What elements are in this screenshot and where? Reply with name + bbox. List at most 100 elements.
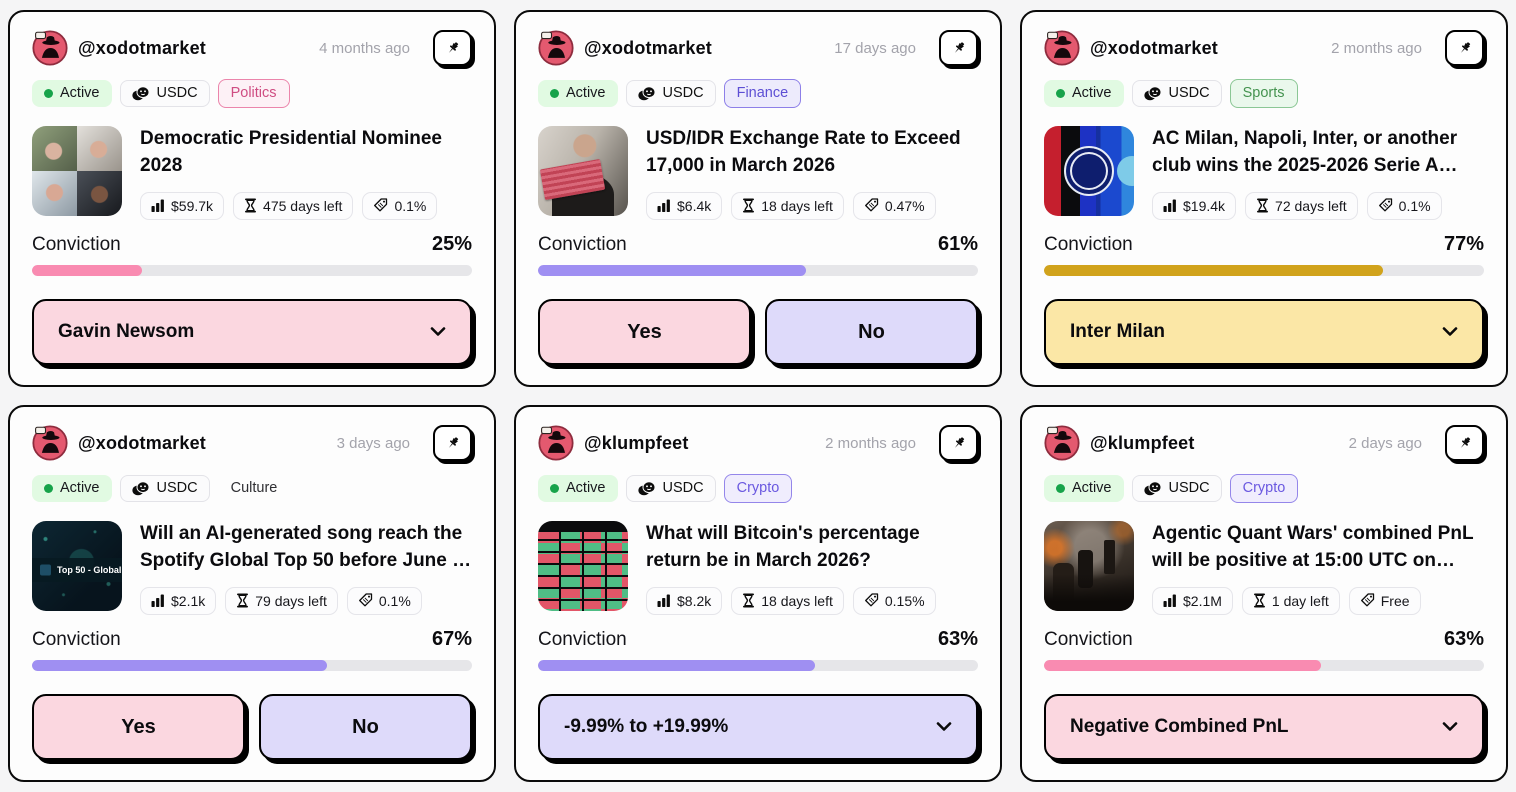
- avatar[interactable]: [538, 30, 574, 66]
- no-button[interactable]: No: [259, 694, 472, 760]
- card-header: @xodotmarket 4 months ago: [32, 30, 472, 66]
- no-button[interactable]: No: [765, 299, 978, 365]
- time-left-chip: 72 days left: [1245, 191, 1358, 220]
- avatar[interactable]: [1044, 30, 1080, 66]
- badge-row: Active USDC Finance: [538, 79, 978, 109]
- status-badge: Active: [1044, 80, 1124, 108]
- conviction-value: 63%: [937, 628, 978, 650]
- fee-value: 0.15%: [884, 592, 925, 609]
- timestamp: 17 days ago: [834, 39, 916, 57]
- badge-row: Active USDC Politics: [32, 79, 472, 109]
- outcome-dropdown[interactable]: -9.99% to +19.99%: [538, 694, 978, 760]
- currency-badge: USDC: [625, 80, 716, 108]
- volume-value: $59.7k: [171, 197, 214, 214]
- username[interactable]: @klumpfeet: [584, 432, 689, 453]
- avatar[interactable]: [1044, 425, 1080, 461]
- status-badge: Active: [538, 475, 618, 503]
- volume-chip: $8.2k: [646, 586, 723, 615]
- yes-button[interactable]: Yes: [32, 694, 245, 760]
- status-badge-label: Active: [566, 480, 606, 496]
- fee-chip: Free: [1348, 586, 1421, 615]
- conviction-label: Conviction: [1044, 629, 1133, 650]
- conviction-row: Conviction 67%: [32, 628, 472, 651]
- card-header: @xodotmarket 17 days ago: [538, 30, 978, 66]
- conviction-label: Conviction: [538, 234, 627, 255]
- outcome-dropdown[interactable]: Gavin Newsom: [32, 299, 472, 365]
- hourglass-icon: [743, 198, 755, 213]
- card-header: @xodotmarket 3 days ago: [32, 425, 472, 461]
- conviction-row: Conviction 77%: [1044, 233, 1484, 256]
- volume-value: $8.2k: [677, 592, 712, 609]
- currency-badge: USDC: [625, 475, 716, 503]
- time-left-chip: 79 days left: [225, 586, 338, 615]
- username[interactable]: @xodotmarket: [78, 37, 206, 58]
- pin-button[interactable]: [939, 30, 978, 66]
- card-content: USD/IDR Exchange Rate to Exceed 17,000 i…: [538, 126, 978, 220]
- volume-chip: $19.4k: [1152, 191, 1237, 220]
- card-content: Democratic Presidential Nominee 2028 $59…: [32, 126, 472, 220]
- active-dot-icon: [44, 484, 53, 494]
- volume-value: $2.1k: [171, 592, 206, 609]
- timestamp: 3 days ago: [336, 434, 410, 452]
- hourglass-icon: [245, 198, 257, 213]
- fee-chip: 0.15%: [852, 586, 936, 615]
- market-title: USD/IDR Exchange Rate to Exceed 17,000 i…: [646, 128, 961, 176]
- currency-label: USDC: [1168, 85, 1210, 101]
- conviction-bar-track: [32, 660, 472, 671]
- currency-badge: USDC: [119, 475, 210, 503]
- username[interactable]: @xodotmarket: [78, 432, 206, 453]
- card-content: AC Milan, Napoli, Inter, or another club…: [1044, 126, 1484, 220]
- avatar[interactable]: [32, 30, 68, 66]
- currency-label: USDC: [662, 85, 704, 101]
- stats-row: $6.4k 18 days left: [646, 191, 978, 220]
- badge-row: Active USDC Crypto: [538, 474, 978, 504]
- conviction-row: Conviction 25%: [32, 233, 472, 256]
- active-dot-icon: [1056, 484, 1065, 494]
- market-thumbnail: Top 50 - Global: [32, 521, 122, 612]
- conviction-bar-fill: [1044, 265, 1383, 276]
- pin-button[interactable]: [1445, 30, 1484, 66]
- market-card: @xodotmarket 3 days ago Active: [8, 405, 496, 782]
- outcome-dropdown[interactable]: Inter Milan: [1044, 299, 1484, 365]
- username[interactable]: @xodotmarket: [1090, 37, 1218, 58]
- content-right: Democratic Presidential Nominee 2028 $59…: [140, 126, 472, 220]
- coin-icon: [1143, 481, 1161, 496]
- conviction-bar-fill: [538, 265, 807, 276]
- pushpin-icon: [954, 437, 964, 448]
- market-card: @xodotmarket 2 months ago Active: [1020, 10, 1508, 387]
- avatar[interactable]: [538, 425, 574, 461]
- outcome-dropdown[interactable]: Negative Combined PnL: [1044, 694, 1484, 760]
- coin-icon: [131, 86, 149, 101]
- card-content: Agentic Quant Wars' combined PnL will be…: [1044, 521, 1484, 615]
- time-left-value: 1 day left: [1271, 592, 1329, 609]
- active-dot-icon: [550, 484, 559, 494]
- pin-button[interactable]: [433, 30, 472, 66]
- stats-row: $8.2k 18 days left: [646, 586, 978, 615]
- action-row: Negative Combined PnL: [1044, 694, 1484, 760]
- conviction-value: 77%: [1443, 233, 1484, 255]
- pin-button[interactable]: [1445, 425, 1484, 461]
- avatar[interactable]: [32, 425, 68, 461]
- fee-value: 0.1%: [378, 592, 411, 609]
- conviction-value: 67%: [431, 628, 472, 650]
- time-left-chip: 475 days left: [233, 191, 354, 220]
- conviction-label: Conviction: [1044, 234, 1133, 255]
- market-card: @xodotmarket 17 days ago Active: [514, 10, 1002, 387]
- timestamp: 2 months ago: [825, 434, 916, 452]
- username[interactable]: @klumpfeet: [1090, 432, 1195, 453]
- volume-chip: $6.4k: [646, 191, 723, 220]
- yes-button[interactable]: Yes: [538, 299, 751, 365]
- stats-row: $2.1M 1 day left: [1152, 586, 1484, 615]
- coin-icon: [637, 481, 655, 496]
- conviction-label: Conviction: [32, 234, 121, 255]
- pushpin-icon: [448, 42, 458, 53]
- pin-button[interactable]: [939, 425, 978, 461]
- username[interactable]: @xodotmarket: [584, 37, 712, 58]
- dropdown-label: Inter Milan: [1070, 321, 1166, 342]
- conviction-row: Conviction 63%: [1044, 628, 1484, 651]
- currency-badge: USDC: [1131, 80, 1222, 108]
- conviction-bar-track: [1044, 660, 1484, 671]
- market-title: Agentic Quant Wars' combined PnL will be…: [1152, 523, 1474, 571]
- fee-chip: 0.1%: [1366, 191, 1442, 220]
- pin-button[interactable]: [433, 425, 472, 461]
